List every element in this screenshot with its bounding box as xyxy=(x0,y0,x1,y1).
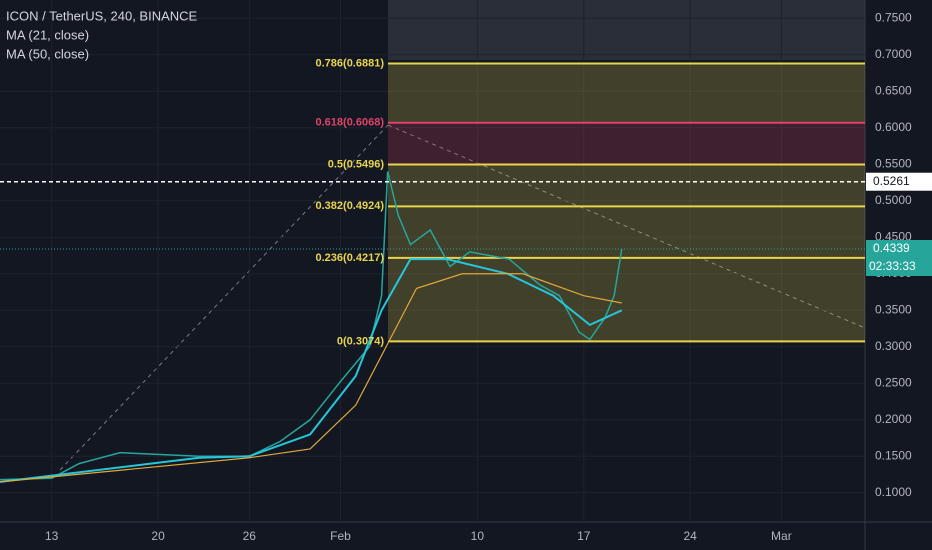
trend-line xyxy=(387,124,866,329)
y-tick-label: 0.7000 xyxy=(875,47,912,61)
x-tick-label: 13 xyxy=(45,529,59,543)
shade xyxy=(388,0,865,60)
x-tick-label: Feb xyxy=(330,529,351,543)
y-tick-label: 0.6000 xyxy=(875,120,912,134)
fib-zone xyxy=(388,122,865,165)
fib-label: 0.236(0.4217) xyxy=(316,252,385,264)
price-tag-label: 0.5261 xyxy=(873,174,910,188)
x-tick-label: Mar xyxy=(771,529,792,543)
moving-average xyxy=(0,273,622,483)
legend-entry: MA (50, close) xyxy=(6,46,89,61)
y-tick-label: 0.6500 xyxy=(875,83,912,97)
chart-title: ICON / TetherUS, 240, BINANCE xyxy=(6,8,198,23)
x-tick-label: 17 xyxy=(577,529,591,543)
price-line xyxy=(0,171,623,481)
y-tick-label: 0.2000 xyxy=(875,412,912,426)
countdown: 02:33:33 xyxy=(869,259,916,273)
x-tick-label: 20 xyxy=(151,529,165,543)
y-tick-label: 0.2500 xyxy=(875,375,912,389)
x-tick-label: 24 xyxy=(683,529,697,543)
y-tick-label: 0.4500 xyxy=(875,229,912,243)
y-tick-label: 0.1500 xyxy=(875,448,912,462)
x-tick-label: 26 xyxy=(243,529,257,543)
fib-zone xyxy=(388,257,865,342)
x-tick-label: 10 xyxy=(471,529,485,543)
countdown-tag xyxy=(866,258,932,277)
y-tick-label: 0.3500 xyxy=(875,302,912,316)
fib-label: 0.5(0.5496) xyxy=(328,158,385,170)
plot xyxy=(0,0,865,522)
fib-zone xyxy=(388,164,865,207)
price-tag-label: 0.4339 xyxy=(873,241,910,255)
fib-label: 0.786(0.6881) xyxy=(316,57,385,69)
y-tick-label: 0.5000 xyxy=(875,193,912,207)
moving-average xyxy=(0,258,623,483)
fib-label: 0.618(0.6068) xyxy=(316,117,385,129)
y-tick-label: 0.7500 xyxy=(875,10,912,24)
y-tick-label: 0.1000 xyxy=(875,485,912,499)
fib-zone xyxy=(388,206,865,258)
fib-label: 0.382(0.4924) xyxy=(316,200,385,212)
fib-zone xyxy=(388,63,865,123)
y-tick-label: 0.5500 xyxy=(875,156,912,170)
price-tag xyxy=(866,240,932,259)
legend-entry: MA (21, close) xyxy=(6,27,89,42)
y-tick-label: 0.3000 xyxy=(875,339,912,353)
price-tag xyxy=(866,172,932,191)
fib-label: 0(0.3074) xyxy=(337,335,384,347)
